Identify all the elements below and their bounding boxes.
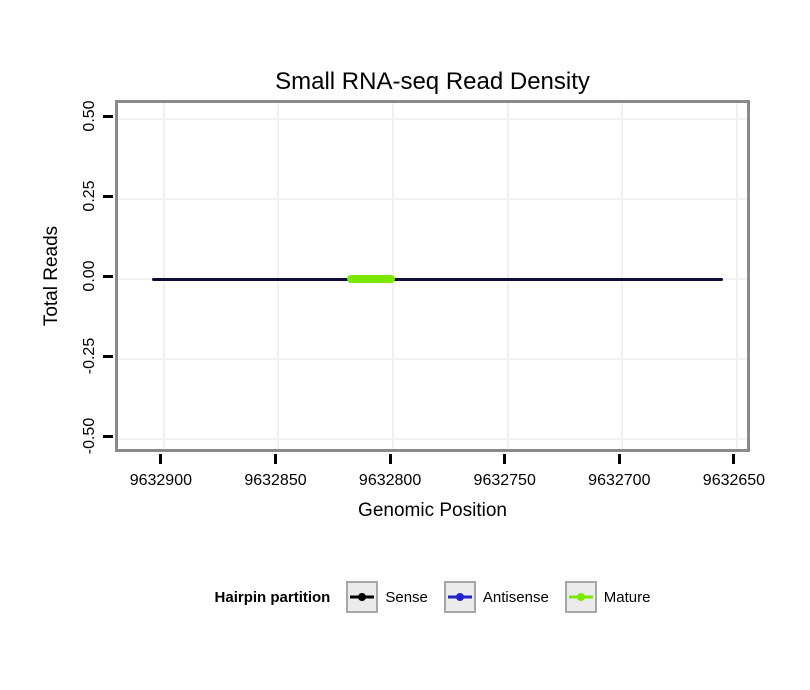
- y-axis-tick: [103, 434, 113, 438]
- y-tick-label: 0.25: [81, 180, 98, 212]
- x-tick-label: 9632800: [358, 472, 422, 489]
- x-tick-label: 9632900: [129, 472, 192, 489]
- y-axis-tick: [103, 274, 113, 278]
- legend-entry-label: Mature: [603, 588, 651, 606]
- y-tick-label: -0.50: [81, 417, 98, 455]
- v-gridline: [506, 103, 509, 449]
- legend: Hairpin partition Sense Antisense Mature: [115, 578, 750, 616]
- legend-entry-mature: Mature: [564, 581, 651, 613]
- v-gridline: [162, 103, 165, 449]
- legend-entry-label: Sense: [385, 588, 428, 606]
- series-segment-sense: [152, 277, 724, 281]
- x-axis-tick: [503, 454, 507, 464]
- y-tick-label: -0.25: [81, 337, 98, 375]
- y-axis-label: Total Reads: [41, 225, 62, 327]
- legend-entry-sense: Sense: [346, 581, 428, 613]
- series-segment-mature: [347, 275, 396, 283]
- h-gridline: [118, 118, 747, 120]
- x-axis-tick: [732, 454, 736, 464]
- legend-dot-glyph: [576, 593, 585, 601]
- y-tick-label: 0.00: [81, 260, 98, 292]
- chart-title: Small RNA-seq Read Density: [275, 68, 590, 95]
- x-tick-label: 9632650: [702, 472, 766, 489]
- legend-entry-label: Antisense: [482, 588, 549, 606]
- v-gridline: [735, 103, 738, 449]
- x-axis-tick: [388, 454, 392, 464]
- legend-dot-glyph: [358, 593, 367, 601]
- y-axis-tick: [103, 194, 113, 198]
- x-axis-tick: [159, 454, 163, 464]
- x-axis-tick: [617, 454, 621, 464]
- v-gridline: [621, 103, 624, 449]
- y-axis-tick: [103, 354, 113, 358]
- legend-entry-antisense: Antisense: [443, 581, 549, 613]
- h-gridline: [118, 438, 747, 440]
- legend-key-icon: [443, 581, 476, 613]
- plot-panel: [115, 100, 750, 452]
- x-tick-label: 9632850: [244, 472, 307, 489]
- legend-key-icon: [346, 581, 379, 613]
- x-tick-label: 9632700: [588, 472, 651, 489]
- legend-entries: Sense Antisense Mature: [346, 581, 650, 613]
- x-axis-label: Genomic Position: [358, 500, 507, 521]
- legend-key-icon: [564, 581, 597, 613]
- legend-dot-glyph: [455, 593, 464, 601]
- y-tick-label: 0.50: [81, 100, 98, 132]
- h-gridline: [118, 358, 747, 360]
- y-axis-tick: [103, 114, 113, 118]
- h-gridline: [118, 198, 747, 200]
- x-axis-tick: [273, 454, 277, 464]
- x-tick-label: 9632750: [473, 472, 536, 489]
- v-gridline: [277, 103, 280, 449]
- legend-title: Hairpin partition: [214, 588, 331, 606]
